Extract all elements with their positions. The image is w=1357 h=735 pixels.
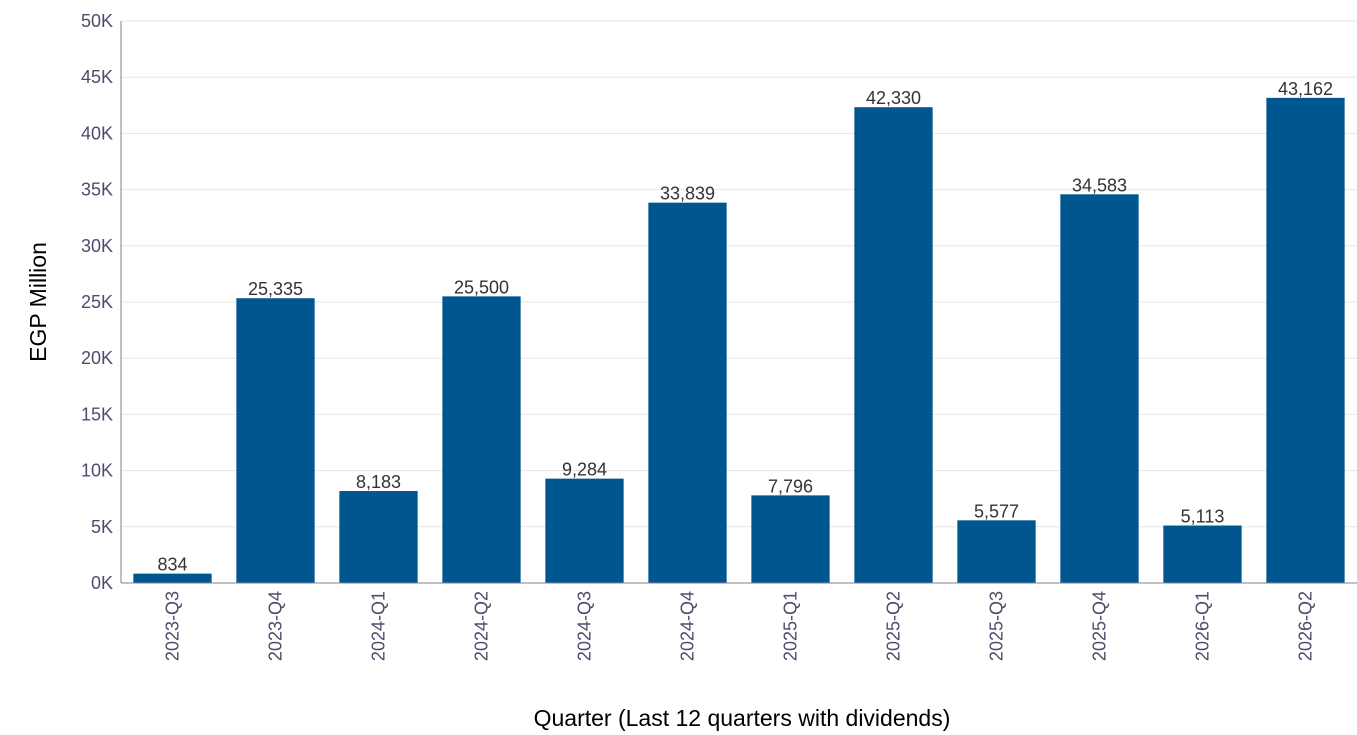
x-tick-label: 2023-Q4 [266,591,286,661]
y-tick-label: 30K [81,236,113,256]
bar [1060,194,1139,583]
y-tick-label: 15K [81,404,113,424]
y-tick-label: 0K [91,573,113,593]
x-tick-label: 2026-Q1 [1193,591,1213,661]
x-tick-label: 2024-Q4 [678,591,698,661]
y-tick-labels: 0K 5K 10K 15K 20K 25K 30K 35K 40K 45K 50K [81,11,113,593]
y-tick-label: 45K [81,67,113,87]
x-tick-labels: 2023-Q3 2023-Q4 2024-Q1 2024-Q2 2024-Q3 2024-… [163,591,1316,661]
y-tick-label: 20K [81,348,113,368]
bar-value-label: 5,577 [974,501,1019,521]
y-tick-label: 40K [81,123,113,143]
x-tick-label: 2025-Q3 [987,591,1007,661]
x-tick-label: 2024-Q2 [472,591,492,661]
x-tick-label: 2025-Q4 [1090,591,1110,661]
bar [854,107,933,583]
y-axis-title: EGP Million [25,242,51,362]
bar [545,478,624,583]
bar-value-label: 7,796 [768,476,813,496]
x-tick-label: 2026-Q2 [1296,591,1316,661]
bar [648,202,727,583]
bar-value-label: 5,113 [1181,507,1225,527]
bar [339,491,418,583]
x-tick-label: 2025-Q2 [884,591,904,661]
y-tick-label: 35K [81,180,113,200]
y-tick-label: 10K [81,461,113,481]
bar-value-label: 25,335 [248,279,303,299]
bar [751,495,830,583]
bar [957,520,1036,583]
bar [133,573,212,583]
bars [133,97,1345,583]
x-tick-label: 2025-Q1 [781,591,801,661]
bar-value-label: 8,183 [356,472,401,492]
bar [1266,97,1345,583]
x-tick-label: 2024-Q1 [369,591,389,661]
y-tick-label: 5K [91,517,113,537]
bar-value-label: 42,330 [866,88,921,108]
bar-value-label: 43,162 [1278,79,1333,99]
bar-value-label: 34,583 [1072,175,1127,195]
bar-value-label: 33,839 [660,184,715,204]
y-tick-label: 25K [81,292,113,312]
gridlines [121,20,1357,528]
bar [236,298,315,583]
bar [442,296,521,583]
y-tick-label: 50K [81,11,113,31]
data-labels: 834 25,335 8,183 25,500 9,284 33,839 7,796 42,3… [157,79,1333,575]
x-axis-title: Quarter (Last 12 quarters with dividends… [534,705,951,731]
bar-value-label: 25,500 [454,277,509,297]
x-tick-label: 2024-Q3 [575,591,595,661]
bar [1163,525,1242,583]
bar-value-label: 834 [157,555,187,575]
bar-value-label: 9,284 [562,460,607,480]
x-tick-label: 2023-Q3 [163,591,183,661]
